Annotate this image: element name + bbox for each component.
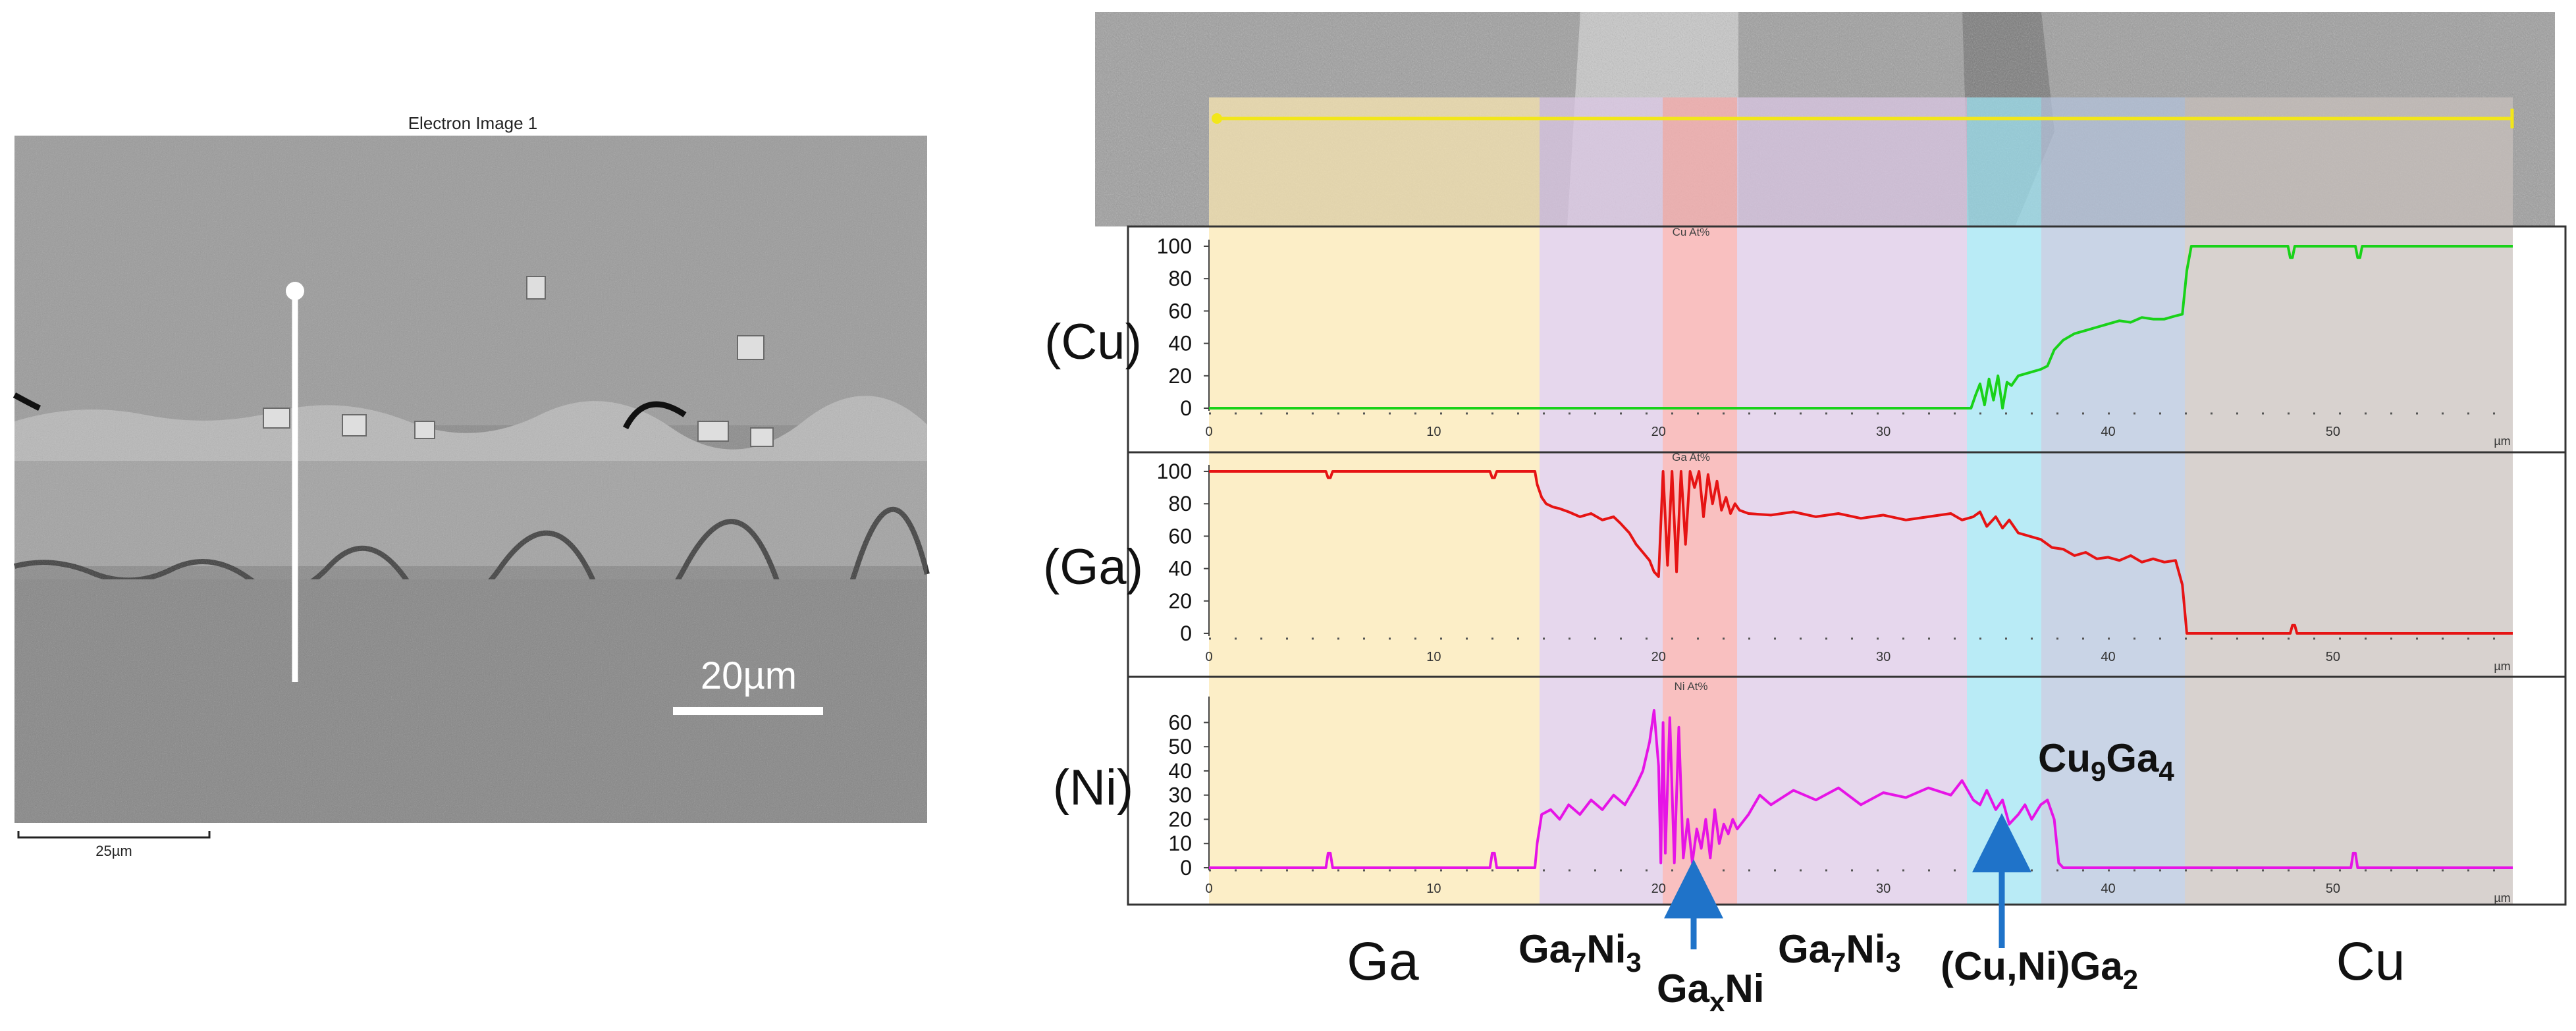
y-tick-label: 40 [1168,332,1192,356]
y-tick-label: 60 [1168,710,1192,734]
y-tick-label: 40 [1168,557,1192,581]
x-tick-label: 0 [1205,425,1212,439]
label-ga: Ga [1347,932,1419,991]
x-tick-label: 50 [2326,882,2340,896]
y-tick-label: 100 [1157,234,1192,258]
y-tick-label: 80 [1168,267,1192,290]
scan-start-dot [286,282,304,300]
region-ga [1209,97,1540,905]
chart-ga: Ga At% (Ga) 0 20 40 60 80 100 0 10 20 30 40 50 µm [1043,451,2513,673]
x-tick-label: 0 [1205,650,1212,664]
x-tick-label: 40 [2101,882,2115,896]
sem-title: Electron Image 1 [408,113,538,133]
y-tick-label: 0 [1180,856,1192,880]
bottom-scale-bar [17,831,211,839]
bottom-scale-label: 25µm [95,843,132,859]
y-tick-label: 40 [1168,759,1192,783]
region-cuniga2 [1967,97,2041,905]
x-tick-label: 0 [1205,882,1212,896]
label-cuniga2: (Cu,Ni)Ga2 [1941,944,2138,995]
chart-frames [1127,225,2567,906]
x-tick-label: 30 [1876,650,1891,664]
region-ga7ni3-left [1540,97,1663,905]
x-tick-label: 20 [1651,425,1666,439]
x-tick-label: 30 [1876,425,1891,439]
chart-title: Ni At% [1674,680,1707,693]
series-line-cu [1209,245,2513,410]
chart-cu: Cu At% (Cu) 0 20 40 60 80 100 0 10 20 30 40 50 µm [1044,226,2513,448]
x-tick-label: 40 [2101,425,2115,439]
y-tick-label: 60 [1168,524,1192,548]
series-line-ga [1209,470,2513,635]
y-tick-label: 30 [1168,783,1192,807]
phase-regions [1209,97,2513,905]
label-ga7ni3-left: Ga7Ni3 [1518,927,1642,978]
chart-title: Ga At% [1672,451,1710,463]
y-tick-label: 100 [1157,460,1192,483]
label-gaxni: GaxNi [1657,966,1764,1017]
x-tick-label: 10 [1426,425,1441,439]
arrows [1664,813,2031,949]
y-tick-label: 50 [1168,735,1192,758]
x-axis-label: µm [2494,435,2510,448]
y-tick-label: 20 [1168,589,1192,613]
scale-bar [673,707,823,715]
scan-line-strip [1212,109,2514,128]
scale-label: 20µm [701,654,797,697]
label-ga7ni3-right: Ga7Ni3 [1778,927,1901,978]
x-tick-label: 20 [1651,650,1666,664]
y-tick-label: 10 [1168,832,1192,855]
label-cu9ga4: Cu9Ga4 [2038,736,2174,787]
series-line-ni [1209,709,2513,869]
y-tick-label: 80 [1168,492,1192,516]
chart-title: Cu At% [1673,226,1710,238]
x-tick-label: 30 [1876,882,1891,896]
x-axis-label: µm [2494,891,2510,905]
region-cu9ga4 [2041,97,2185,905]
x-tick-label: 10 [1426,882,1441,896]
y-tick-label: 20 [1168,807,1192,831]
y-tick-label: 0 [1180,396,1192,420]
x-tick-label: 50 [2326,650,2340,664]
x-tick-label: 50 [2326,425,2340,439]
sem-panel: Electron Image 1 20µm 25µm [13,113,930,859]
side-label: (Cu) [1044,314,1142,370]
y-tick-label: 20 [1168,364,1192,388]
label-cu: Cu [2336,932,2405,991]
x-tick-label: 20 [1651,882,1666,896]
region-ga7ni3-right [1737,97,1967,905]
y-tick-label: 0 [1180,621,1192,645]
region-cu [2185,97,2513,905]
phase-labels: Ga Cu Ga7Ni3 GaxNi Ga7Ni3 (Cu,Ni)Ga2 Cu9… [1347,736,2405,1017]
y-tick-label: 60 [1168,299,1192,323]
x-axis-label: µm [2494,660,2510,673]
side-label: (Ni) [1053,760,1133,816]
side-label: (Ga) [1043,539,1143,595]
x-tick-label: 40 [2101,650,2115,664]
x-tick-label: 10 [1426,650,1441,664]
